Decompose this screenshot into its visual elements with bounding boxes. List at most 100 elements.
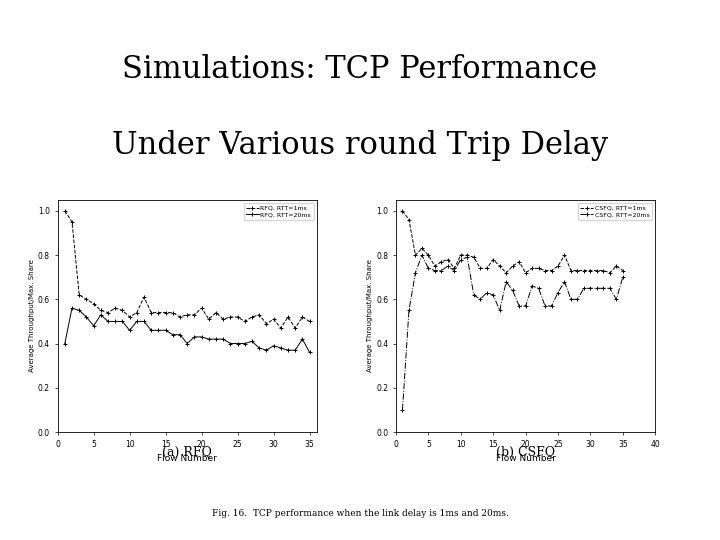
CSFQ, RTT=20ms <box>469 292 478 298</box>
CSFQ, RTT=20ms <box>606 285 614 292</box>
RFQ, RTT=1ms <box>161 309 170 316</box>
Line: RFQ, RTT=20ms: RFQ, RTT=20ms <box>63 306 312 355</box>
Text: (a) RFQ: (a) RFQ <box>162 446 212 460</box>
RFQ, RTT=20ms <box>269 342 278 349</box>
Text: Under Various round Trip Delay: Under Various round Trip Delay <box>112 130 608 160</box>
CSFQ, RTT=20ms <box>560 279 569 285</box>
CSFQ, RTT=20ms <box>541 303 549 309</box>
RFQ, RTT=20ms <box>75 307 84 314</box>
RFQ, RTT=1ms <box>75 292 84 298</box>
RFQ, RTT=20ms <box>161 327 170 334</box>
CSFQ, RTT=20ms <box>528 283 536 289</box>
CSFQ, RTT=20ms <box>495 307 504 314</box>
RFQ, RTT=20ms <box>111 318 120 325</box>
CSFQ, RTT=1ms <box>508 263 517 269</box>
CSFQ, RTT=20ms <box>534 285 543 292</box>
RFQ, RTT=20ms <box>219 336 228 342</box>
CSFQ, RTT=20ms <box>515 303 523 309</box>
RFQ, RTT=20ms <box>183 340 192 347</box>
CSFQ, RTT=1ms <box>418 245 426 252</box>
CSFQ, RTT=20ms <box>489 292 498 298</box>
RFQ, RTT=20ms <box>248 338 256 345</box>
CSFQ, RTT=1ms <box>431 263 439 269</box>
RFQ, RTT=20ms <box>204 336 213 342</box>
CSFQ, RTT=1ms <box>463 252 472 258</box>
RFQ, RTT=1ms <box>147 309 156 316</box>
CSFQ, RTT=1ms <box>450 265 459 272</box>
RFQ, RTT=1ms <box>89 300 98 307</box>
CSFQ, RTT=1ms <box>424 252 433 258</box>
RFQ, RTT=20ms <box>197 334 206 340</box>
Y-axis label: Average Throughput/Max. Share: Average Throughput/Max. Share <box>367 259 374 373</box>
RFQ, RTT=20ms <box>262 347 271 353</box>
CSFQ, RTT=1ms <box>554 263 562 269</box>
RFQ, RTT=1ms <box>226 314 235 320</box>
CSFQ, RTT=1ms <box>444 256 452 263</box>
CSFQ, RTT=20ms <box>463 254 472 260</box>
RFQ, RTT=20ms <box>226 340 235 347</box>
RFQ, RTT=1ms <box>298 314 307 320</box>
CSFQ, RTT=1ms <box>482 265 491 272</box>
RFQ, RTT=20ms <box>168 332 177 338</box>
Text: Simulations: TCP Performance: Simulations: TCP Performance <box>122 54 598 85</box>
RFQ, RTT=1ms <box>68 219 76 225</box>
CSFQ, RTT=20ms <box>444 263 452 269</box>
CSFQ, RTT=1ms <box>599 267 608 274</box>
RFQ, RTT=1ms <box>197 305 206 312</box>
RFQ, RTT=1ms <box>204 316 213 322</box>
CSFQ, RTT=1ms <box>456 252 465 258</box>
CSFQ, RTT=1ms <box>398 207 407 214</box>
CSFQ, RTT=1ms <box>528 265 536 272</box>
CSFQ, RTT=20ms <box>456 256 465 263</box>
RFQ, RTT=1ms <box>284 314 292 320</box>
CSFQ, RTT=20ms <box>580 285 588 292</box>
Legend: CSFQ, RTT=1ms, CSFQ, RTT=20ms: CSFQ, RTT=1ms, CSFQ, RTT=20ms <box>578 203 652 220</box>
CSFQ, RTT=20ms <box>521 303 530 309</box>
CSFQ, RTT=20ms <box>612 296 621 302</box>
RFQ, RTT=20ms <box>104 318 112 325</box>
RFQ, RTT=20ms <box>240 340 249 347</box>
RFQ, RTT=20ms <box>212 336 220 342</box>
CSFQ, RTT=1ms <box>411 252 420 258</box>
CSFQ, RTT=1ms <box>476 265 485 272</box>
CSFQ, RTT=20ms <box>567 296 575 302</box>
CSFQ, RTT=20ms <box>508 287 517 294</box>
Legend: RFQ, RTT=1ms, RFQ, RTT=20ms: RFQ, RTT=1ms, RFQ, RTT=20ms <box>243 203 314 220</box>
X-axis label: Flow Number: Flow Number <box>157 454 217 463</box>
RFQ, RTT=1ms <box>269 316 278 322</box>
RFQ, RTT=20ms <box>284 347 292 353</box>
CSFQ, RTT=1ms <box>560 252 569 258</box>
X-axis label: Flow Number: Flow Number <box>495 454 556 463</box>
CSFQ, RTT=20ms <box>593 285 601 292</box>
RFQ, RTT=20ms <box>68 305 76 312</box>
CSFQ, RTT=20ms <box>476 296 485 302</box>
RFQ, RTT=20ms <box>305 349 314 356</box>
CSFQ, RTT=1ms <box>618 267 627 274</box>
CSFQ, RTT=1ms <box>534 265 543 272</box>
Line: RFQ, RTT=1ms: RFQ, RTT=1ms <box>63 208 312 330</box>
CSFQ, RTT=1ms <box>593 267 601 274</box>
RFQ, RTT=20ms <box>298 336 307 342</box>
RFQ, RTT=20ms <box>154 327 163 334</box>
CSFQ, RTT=1ms <box>469 254 478 260</box>
Text: (b) CSFQ: (b) CSFQ <box>496 446 555 460</box>
RFQ, RTT=1ms <box>96 307 105 314</box>
RFQ, RTT=1ms <box>291 325 300 332</box>
CSFQ, RTT=20ms <box>599 285 608 292</box>
CSFQ, RTT=20ms <box>618 274 627 280</box>
CSFQ, RTT=1ms <box>586 267 595 274</box>
CSFQ, RTT=20ms <box>424 265 433 272</box>
RFQ, RTT=1ms <box>248 314 256 320</box>
CSFQ, RTT=1ms <box>541 267 549 274</box>
RFQ, RTT=20ms <box>147 327 156 334</box>
CSFQ, RTT=20ms <box>554 289 562 296</box>
RFQ, RTT=1ms <box>104 309 112 316</box>
RFQ, RTT=1ms <box>190 312 199 318</box>
CSFQ, RTT=20ms <box>450 267 459 274</box>
RFQ, RTT=1ms <box>125 314 134 320</box>
RFQ, RTT=20ms <box>125 327 134 334</box>
CSFQ, RTT=20ms <box>431 267 439 274</box>
RFQ, RTT=1ms <box>262 320 271 327</box>
Line: CSFQ, RTT=1ms: CSFQ, RTT=1ms <box>400 208 625 275</box>
RFQ, RTT=1ms <box>212 309 220 316</box>
